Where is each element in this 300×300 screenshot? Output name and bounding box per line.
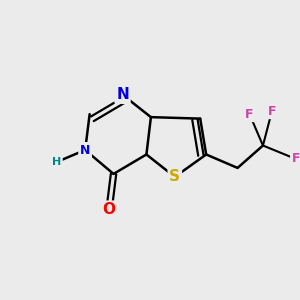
Text: O: O bbox=[103, 202, 116, 217]
Text: N: N bbox=[80, 143, 90, 157]
Text: F: F bbox=[292, 152, 300, 166]
Text: N: N bbox=[116, 87, 129, 102]
Text: F: F bbox=[268, 105, 276, 118]
Text: H: H bbox=[52, 157, 62, 167]
Text: S: S bbox=[169, 169, 180, 184]
Text: F: F bbox=[245, 108, 254, 121]
Text: N: N bbox=[80, 143, 90, 157]
